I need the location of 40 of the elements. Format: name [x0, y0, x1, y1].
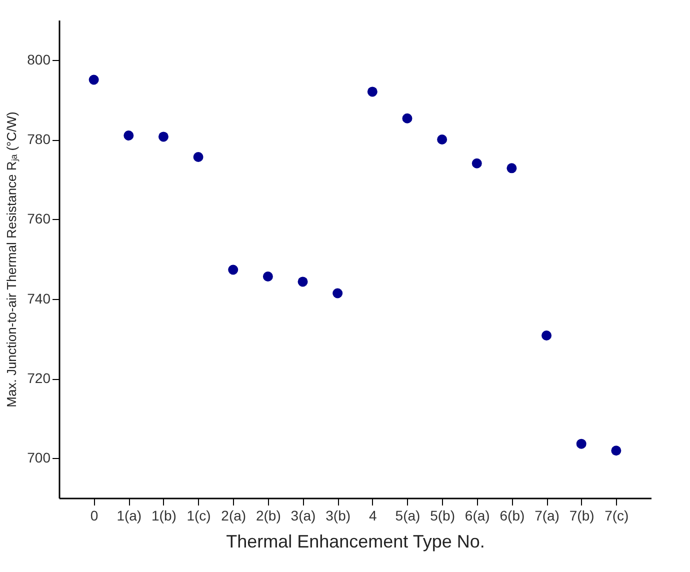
x-tick-label: 7(c) — [604, 508, 629, 524]
y-tick-label: 760 — [27, 210, 51, 227]
point — [472, 158, 482, 168]
x-tick-label: 7(b) — [569, 508, 594, 524]
x-tick-label: 3(a) — [290, 508, 316, 524]
y-tick-label: 800 — [27, 51, 51, 68]
point — [402, 113, 412, 124]
point — [611, 446, 622, 456]
x-tick-label: 6(b) — [500, 508, 525, 524]
y-tick-label: 720 — [27, 370, 51, 386]
x-tick-label: 4 — [369, 508, 378, 524]
point — [158, 132, 168, 142]
y-tick-label: 740 — [27, 290, 51, 306]
x-tick-label: 1(a) — [116, 508, 142, 524]
point — [332, 288, 343, 298]
point — [193, 152, 204, 162]
point — [298, 276, 308, 287]
x-tick-label: 1(b) — [152, 508, 176, 524]
y-axis-title: Max. Junction-to-air Thermal Resistance Rⱼₐ (°C/W) — [4, 112, 20, 408]
point — [367, 86, 378, 97]
point — [576, 438, 586, 449]
point — [437, 134, 448, 144]
point — [262, 272, 273, 282]
x-tick-label: 0 — [90, 508, 98, 524]
x-tick-label: 2(a) — [221, 508, 246, 524]
x-tick-label: 6(a) — [464, 508, 490, 524]
y-tick-label: 780 — [27, 131, 51, 147]
x-tick-label: 5(b) — [430, 508, 456, 524]
point — [506, 163, 517, 174]
point — [542, 330, 552, 340]
x-tick-label: 1(c) — [186, 508, 211, 524]
x-tick-label: 7(a) — [534, 508, 560, 524]
x-tick-label: 2(b) — [256, 508, 281, 524]
point — [228, 264, 238, 275]
y-tick-label: 700 — [27, 450, 51, 466]
x-tick-label: 3(b) — [326, 508, 351, 524]
point — [88, 74, 99, 85]
x-axis-title: Thermal Enhancement Type No. — [226, 532, 485, 552]
point — [124, 130, 134, 141]
x-tick-label: 5(a) — [395, 508, 420, 524]
